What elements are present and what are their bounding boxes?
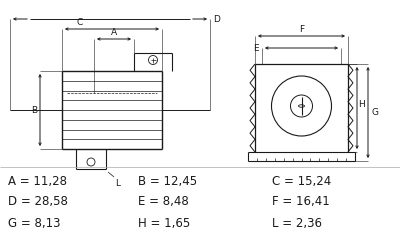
Text: F = 16,41: F = 16,41 xyxy=(272,194,330,207)
Text: A = 11,28: A = 11,28 xyxy=(8,175,67,187)
Text: G = 8,13: G = 8,13 xyxy=(8,216,60,230)
Text: D: D xyxy=(213,14,220,23)
Text: B = 12,45: B = 12,45 xyxy=(138,175,197,187)
Text: H = 1,65: H = 1,65 xyxy=(138,216,190,230)
Text: E: E xyxy=(253,44,259,53)
Text: L = 2,36: L = 2,36 xyxy=(272,216,322,230)
Text: C = 15,24: C = 15,24 xyxy=(272,175,331,187)
Text: B: B xyxy=(31,106,37,115)
Text: G: G xyxy=(371,108,378,117)
Text: H: H xyxy=(358,100,365,109)
Text: D = 28,58: D = 28,58 xyxy=(8,194,68,207)
Text: A: A xyxy=(111,27,117,37)
Text: E = 8,48: E = 8,48 xyxy=(138,194,189,207)
Text: F: F xyxy=(299,24,304,34)
Text: L: L xyxy=(115,179,120,188)
Text: C: C xyxy=(77,17,83,26)
